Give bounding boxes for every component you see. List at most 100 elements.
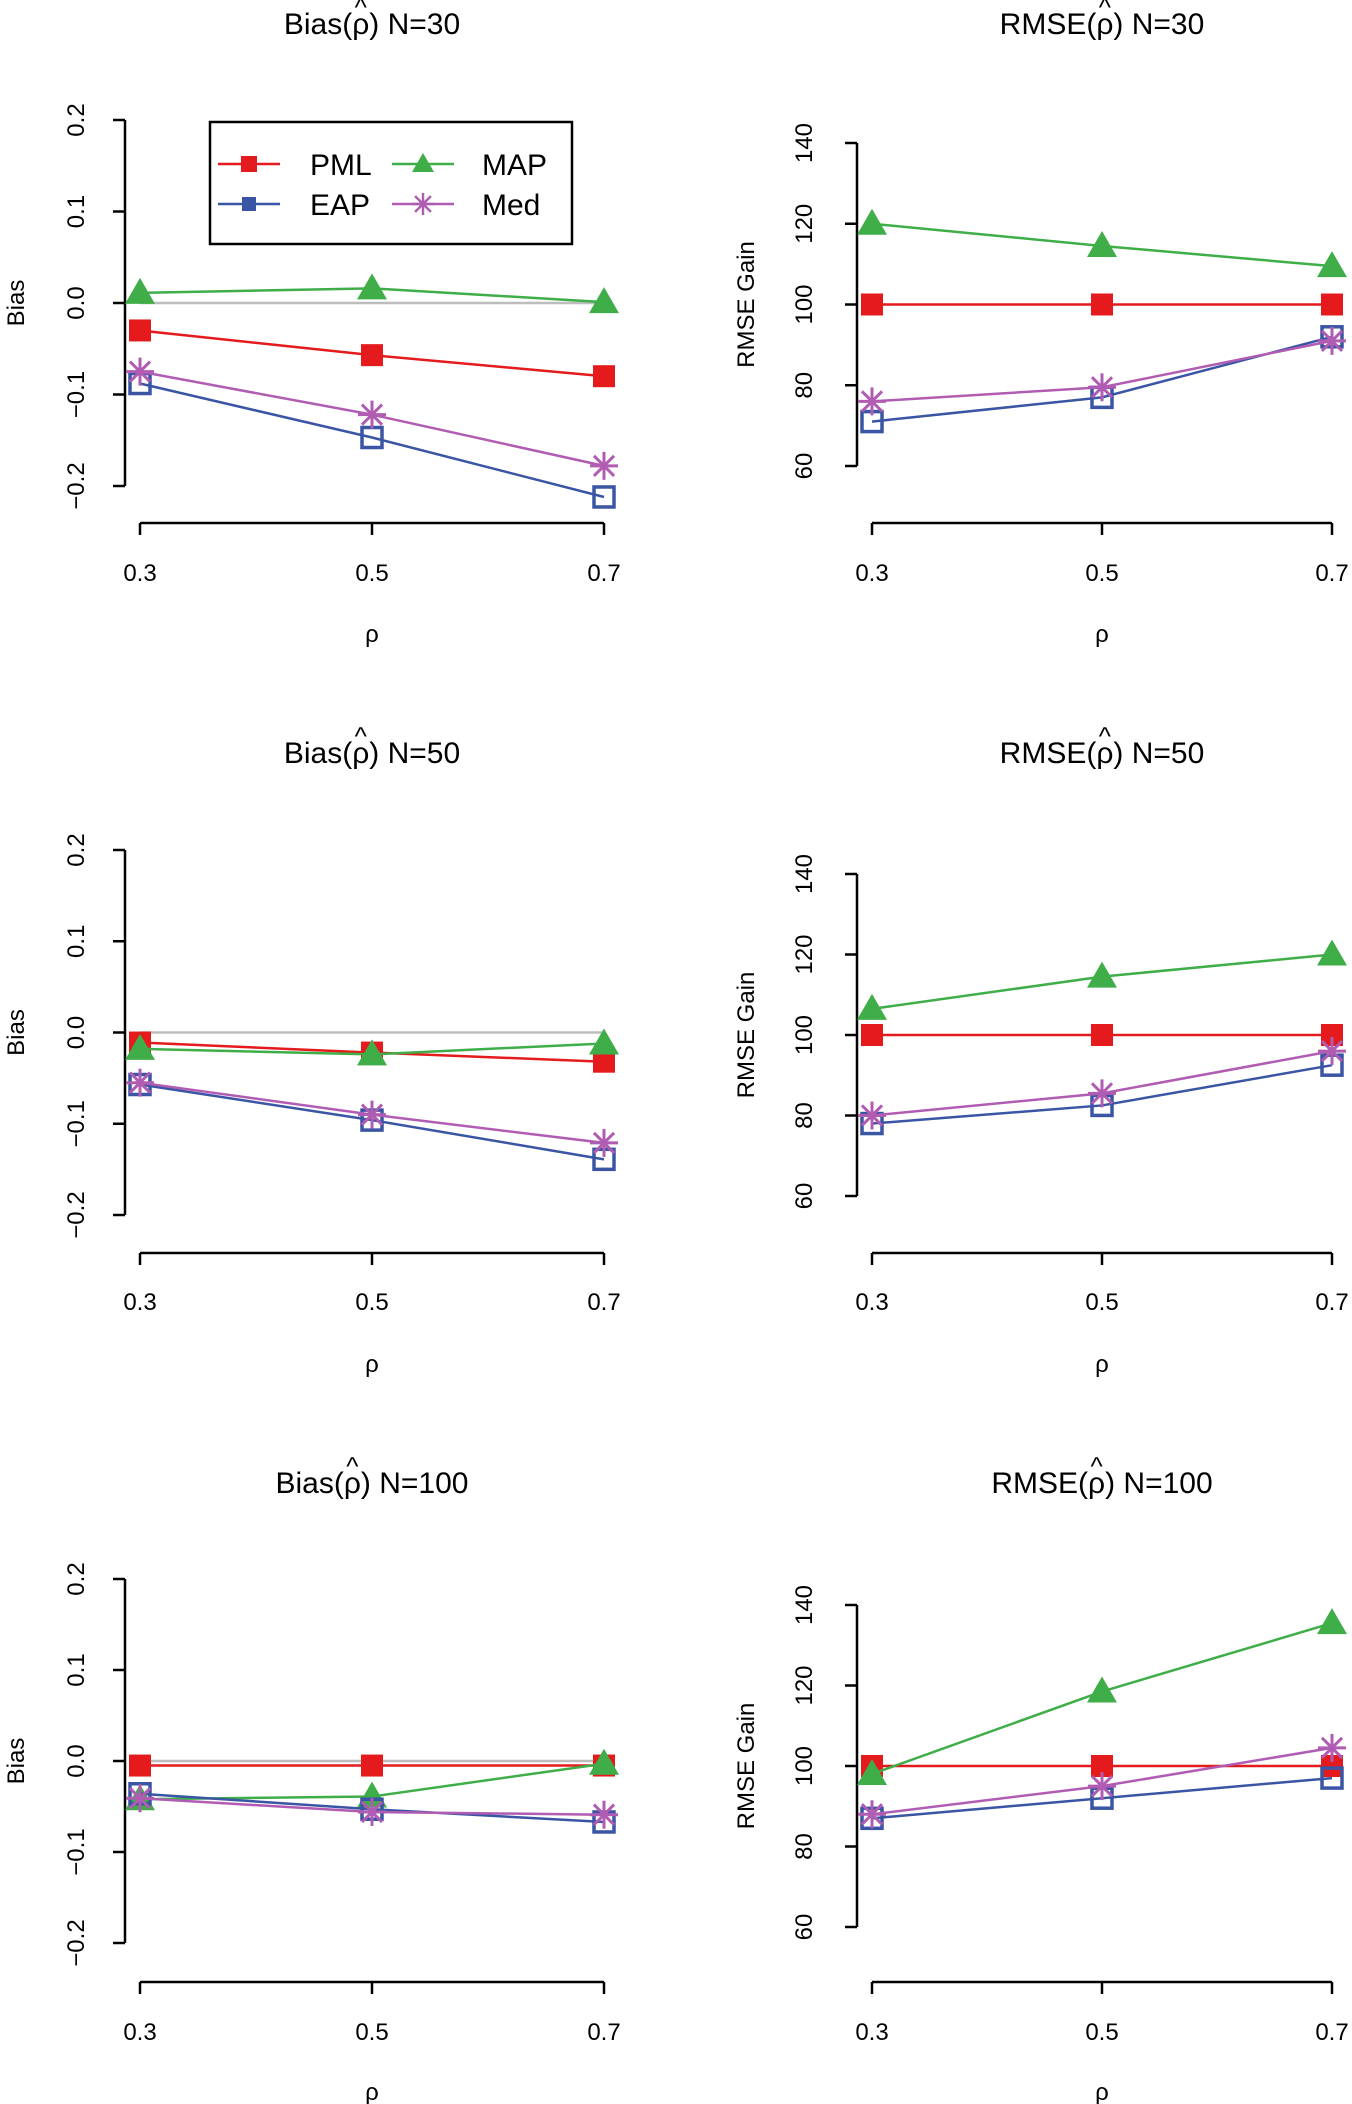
- series-med: [126, 1784, 618, 1829]
- point-med: [590, 1128, 618, 1157]
- point-pml: [593, 1050, 615, 1073]
- x-tick-label: 0.3: [855, 1289, 888, 1316]
- y-tick-label: −0.1: [63, 1100, 90, 1147]
- point-eap: [1320, 1766, 1344, 1790]
- point-med: [1088, 373, 1116, 402]
- x-axis-label: ρ: [1095, 1351, 1109, 1378]
- point-map: [589, 287, 619, 314]
- panel-4: RMSE(ρ) N=50^ 60 80 100 120 140 RMSE Gain 0.3 0.…: [733, 721, 1349, 1378]
- point-pml: [1321, 1755, 1343, 1777]
- point-pml: [361, 344, 383, 367]
- point-med: [1318, 326, 1346, 355]
- panel-title: Bias(ρ) N=100: [275, 1467, 468, 1500]
- x-axis-label: ρ: [1095, 2079, 1109, 2104]
- y-tick-label: −0.2: [63, 462, 90, 509]
- panel-1: Bias(ρ) N=30^ −0.2 −0.1 0.0 0.1 0.2 Bias 0.3 0.5…: [3, 0, 621, 648]
- point-med: [590, 1800, 618, 1829]
- panel-title: RMSE(ρ) N=100: [991, 1467, 1212, 1500]
- point-map: [1317, 1608, 1347, 1635]
- series-med: [858, 1733, 1346, 1829]
- series-pml: [129, 319, 615, 388]
- y-tick-label: 100: [791, 284, 818, 324]
- x-axis-label: ρ: [365, 2079, 379, 2104]
- legend-entry-map: MAP: [392, 149, 547, 182]
- x-tick-label: 0.3: [123, 2019, 156, 2046]
- y-tick-label: 120: [791, 204, 818, 244]
- point-map: [1087, 230, 1117, 257]
- series-map: [857, 208, 1347, 278]
- series-map: [857, 1608, 1347, 1786]
- x-axis-label: ρ: [365, 1351, 379, 1378]
- point-pml: [1321, 293, 1343, 316]
- point-med: [1318, 1733, 1346, 1762]
- y-tick-label: 60: [791, 453, 818, 480]
- point-map: [857, 993, 887, 1020]
- legend-marker: [242, 197, 256, 211]
- y-tick-label: 0.1: [63, 1653, 90, 1686]
- y-axis-label: Bias: [3, 1009, 30, 1056]
- x-tick-label: 0.5: [1085, 2019, 1118, 2046]
- panel-2: RMSE(ρ) N=30^ 60 80 100 120 140 RMSE Gain 0.3 0.…: [733, 0, 1349, 648]
- x-tick-label: 0.3: [855, 2019, 888, 2046]
- x-tick-label: 0.5: [355, 2019, 388, 2046]
- point-med: [358, 400, 386, 429]
- y-tick-label: 120: [791, 934, 818, 974]
- point-pml: [1321, 1024, 1343, 1046]
- legend-box: [208, 120, 574, 246]
- series-eap: [128, 371, 616, 509]
- point-med: [358, 1797, 386, 1826]
- point-pml: [1091, 1024, 1113, 1046]
- x-axis-label: ρ: [1095, 621, 1109, 648]
- y-tick-label: 140: [791, 123, 818, 163]
- panel-title: Bias(ρ) N=50: [284, 737, 460, 770]
- x-tick-label: 0.3: [123, 1289, 156, 1316]
- y-tick-label: 0.1: [63, 925, 90, 958]
- legend-entry-pml: PML: [218, 149, 372, 182]
- point-med: [126, 1784, 154, 1813]
- series-line-eap: [139, 382, 605, 499]
- series-map: [125, 273, 619, 314]
- point-map: [857, 1759, 887, 1786]
- legend-label: PML: [310, 149, 372, 182]
- y-axis-label: Bias: [3, 280, 30, 327]
- y-tick-label: 80: [791, 372, 818, 399]
- point-map: [589, 1748, 619, 1775]
- x-tick-label: 0.7: [587, 2019, 620, 2046]
- point-pml: [861, 1024, 883, 1046]
- title-hat: ^: [1099, 721, 1112, 751]
- legend-marker: [412, 193, 434, 215]
- point-pml: [361, 1754, 383, 1777]
- point-map: [357, 1039, 387, 1066]
- y-tick-label: 140: [791, 1585, 818, 1625]
- legend-label: Med: [482, 189, 540, 222]
- panel-5: Bias(ρ) N=100^ −0.2 −0.1 0.0 0.1 0.2 Bias 0.3 0.…: [3, 1451, 621, 2104]
- x-tick-label: 0.5: [1085, 1289, 1118, 1316]
- x-tick-label: 0.5: [355, 1289, 388, 1316]
- y-axis-label: Bias: [3, 1738, 30, 1785]
- y-tick-label: 100: [791, 1746, 818, 1786]
- y-tick-label: −0.1: [63, 371, 90, 418]
- x-tick-label: 0.5: [355, 560, 388, 587]
- point-map: [1087, 961, 1117, 988]
- x-tick-label: 0.7: [587, 560, 620, 587]
- point-med: [858, 1101, 886, 1130]
- point-med: [858, 1800, 886, 1829]
- point-pml: [593, 365, 615, 388]
- legend-label: MAP: [482, 149, 547, 182]
- y-tick-label: 80: [791, 1102, 818, 1129]
- y-tick-label: 140: [791, 854, 818, 894]
- point-map: [1317, 251, 1347, 278]
- y-tick-label: 0.0: [63, 1016, 90, 1049]
- x-tick-label: 0.7: [1315, 2019, 1348, 2046]
- point-map: [1317, 939, 1347, 966]
- y-tick-label: 100: [791, 1015, 818, 1055]
- title-hat: ^: [1099, 0, 1112, 22]
- point-map: [357, 273, 387, 300]
- point-med: [858, 387, 886, 416]
- point-map: [125, 277, 155, 304]
- legend: PML MAP EAP Med: [208, 120, 574, 246]
- point-pml: [129, 319, 151, 342]
- title-hat: ^: [346, 1451, 359, 1481]
- legend-entry-med: Med: [392, 189, 540, 222]
